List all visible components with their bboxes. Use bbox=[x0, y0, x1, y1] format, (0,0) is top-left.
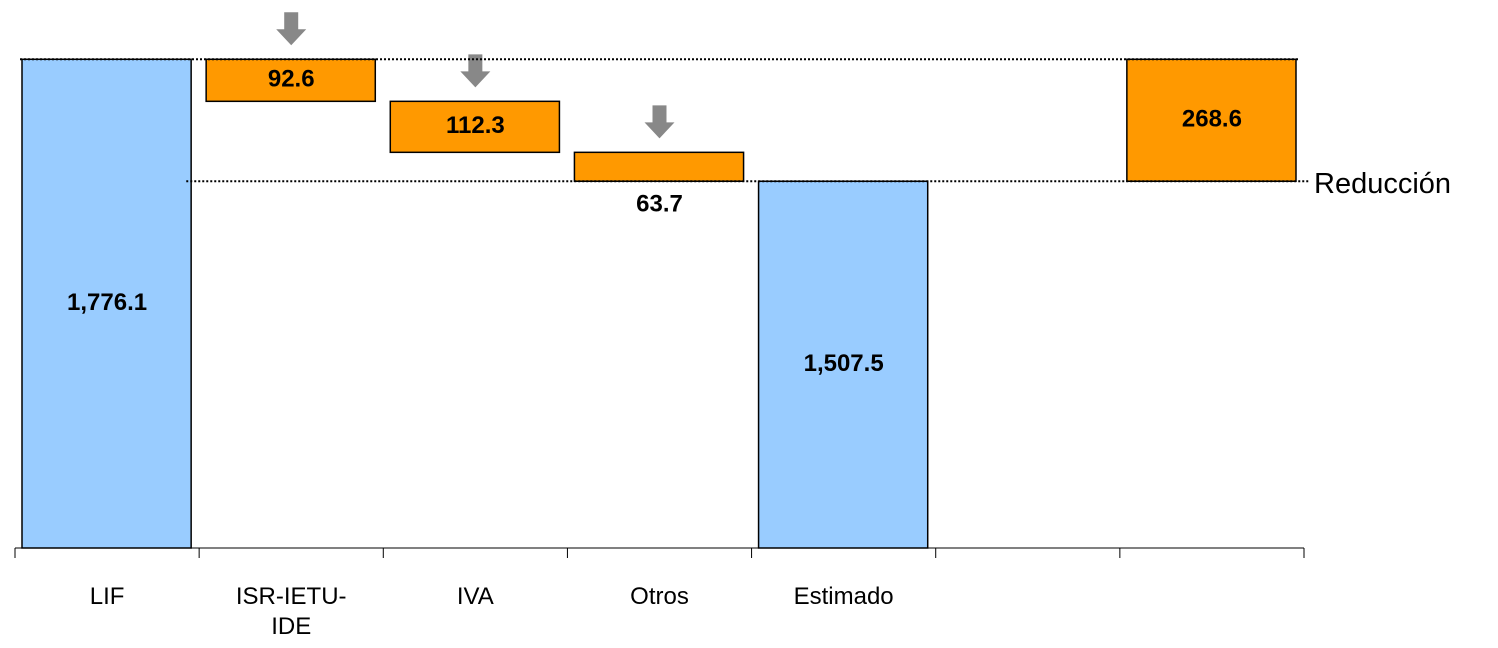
bar bbox=[1126, 58, 1297, 183]
bar bbox=[21, 58, 192, 549]
value-label: 63.7 bbox=[636, 191, 683, 218]
value-label: 1,776.1 bbox=[67, 289, 147, 316]
arrow-shape bbox=[460, 54, 491, 88]
bar bbox=[389, 100, 561, 154]
arrow bbox=[460, 54, 491, 88]
bar bbox=[205, 58, 377, 103]
x-tick-label: ISR-IETU-IDE bbox=[235, 583, 347, 640]
value-label: 268.6 bbox=[1182, 106, 1242, 133]
arrow bbox=[276, 12, 307, 46]
value-label: 112.3 bbox=[446, 112, 505, 139]
arrow-shape bbox=[276, 12, 307, 46]
x-tick-label: LIF bbox=[89, 583, 125, 610]
arrow bbox=[644, 105, 675, 139]
x-tick-label: Estimado bbox=[793, 583, 894, 610]
x-tick-label: Otros bbox=[630, 583, 689, 610]
annotation: Reducción bbox=[1314, 168, 1451, 200]
bar bbox=[757, 180, 929, 549]
arrow-shape bbox=[644, 105, 675, 139]
x-tick-label: IVA bbox=[456, 583, 494, 610]
bar bbox=[573, 151, 745, 183]
value-label: 92.6 bbox=[268, 66, 315, 93]
value-label: 1,507.5 bbox=[804, 350, 884, 377]
